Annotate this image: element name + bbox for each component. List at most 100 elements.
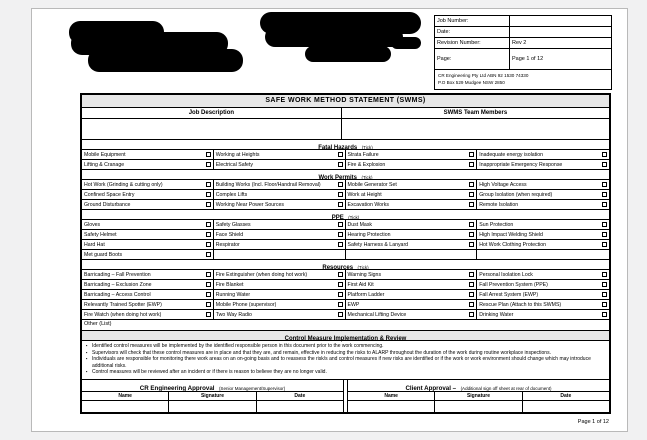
company-name-abn: CR Engineering Pty Ltd ABN 92 1530 74330 [438,73,529,78]
checkbox[interactable] [602,152,607,157]
cr-signature-input[interactable] [169,400,257,412]
checklist-cell: Remote Isolation [477,200,609,209]
ppe-grid: Gloves Safety Glasses Dust Mask Sun Protect… [82,220,609,260]
checkbox[interactable] [205,192,211,197]
signature-column-header: Signature [169,391,257,400]
checkbox[interactable] [469,282,475,287]
checkbox[interactable] [602,192,607,197]
checklist-item-label: Barricading – Access Control [84,291,151,298]
checkbox[interactable] [205,292,211,297]
checkbox[interactable] [337,302,343,307]
checkbox[interactable] [205,152,211,157]
client-date-input[interactable] [523,401,609,412]
checkbox[interactable] [205,312,211,317]
checkbox[interactable] [205,182,211,187]
checkbox[interactable] [205,282,211,287]
checkbox[interactable] [469,222,475,227]
section-header-fatal-hazards: Fatal Hazards (Tick) [82,140,609,151]
checkbox[interactable] [337,272,343,277]
checkbox[interactable] [337,242,343,247]
control-note-text: Supervisors will check that these contro… [92,349,551,356]
checkbox[interactable] [337,182,343,187]
approval-section: CR Engineering Approval (Senior Manageme… [82,379,609,412]
checkbox[interactable] [469,272,475,277]
checkbox[interactable] [602,302,607,307]
client-signature-input[interactable] [435,400,523,412]
checkbox[interactable] [337,222,343,227]
checkbox[interactable] [205,232,211,237]
checkbox[interactable] [205,242,211,247]
checklist-cell: Hot Work (Grinding & cutting only) [82,180,214,189]
checkbox[interactable] [337,162,343,167]
checklist-item-label: Warning Signs [347,271,382,278]
checkbox[interactable] [602,232,607,237]
checkbox[interactable] [602,182,607,187]
checkbox[interactable] [337,152,343,157]
checklist-cell: Fire Blanket [214,280,346,289]
checkbox[interactable] [205,202,211,207]
checkbox[interactable] [337,192,343,197]
checkbox[interactable] [205,222,211,227]
section-header-control-measure: Control Measure Implementation & Review [82,331,609,342]
checkbox[interactable] [602,272,607,277]
checkbox[interactable] [469,312,475,317]
team-members-input[interactable] [342,119,609,139]
checkbox[interactable] [469,202,475,207]
checklist-item-label: First Aid Kit [347,281,374,288]
checkbox[interactable] [205,272,211,277]
checklist-cell: EWP [346,300,478,309]
checklist-cell: Ground Disturbance [82,200,214,209]
checkbox[interactable] [469,232,475,237]
checkbox[interactable] [602,292,607,297]
checklist-cell: Fall Arrest System (EWP) [477,290,609,299]
checkbox[interactable] [205,302,211,307]
checkbox[interactable] [602,312,607,317]
checkbox[interactable] [469,152,475,157]
checklist-item-label: Building Works (Incl. Floor/Handrail Rem… [215,181,321,188]
checklist-item-label: High Impact Welding Shield [479,231,543,238]
checkbox[interactable] [205,252,211,257]
client-name-input[interactable] [348,400,436,412]
checklist-cell: Fire Watch (when doing hot work) [82,310,214,319]
checklist-cell: Strata Failure [346,150,478,159]
checkbox[interactable] [337,292,343,297]
job-header-row: Job Description SWMS Team Members [82,108,609,119]
cr-date-input[interactable] [257,401,343,412]
checklist-cell: Fire Extinguisher (when doing hot work) [214,270,346,279]
checkbox[interactable] [337,312,343,317]
checklist-cell: Fire & Explosion [346,160,478,169]
checkbox[interactable] [337,282,343,287]
checklist-item-label: Work at Height [347,191,382,198]
checkbox[interactable] [469,182,475,187]
section-header-resources: Resources (Tick) [82,260,609,271]
checklist-item-label: Mechanical Lifting Device [347,311,407,318]
checkbox[interactable] [469,192,475,197]
checkbox[interactable] [337,202,343,207]
info-row-page: Page: Page 1 of 12 [435,49,611,70]
checkbox[interactable] [469,302,475,307]
checkbox[interactable] [469,162,475,167]
other-list-input[interactable]: Other (List) [82,320,609,331]
checklist-item-label: Complex Lifts [215,191,248,198]
job-number-label: Job Number: [435,16,510,26]
checkbox[interactable] [205,162,211,167]
checklist-item-label: High Voltage Access [479,181,527,188]
checklist-cell: Relevantly Trained Spotter (EWP) [82,300,214,309]
date-value[interactable] [510,27,611,37]
checkbox[interactable] [337,232,343,237]
cr-name-input[interactable] [82,400,170,412]
checklist-item-label: Running Water [215,291,251,298]
checkbox[interactable] [602,222,607,227]
job-description-input[interactable] [82,119,342,139]
control-measure-notes: ▪ Identified control measures will be im… [82,341,609,380]
job-number-value[interactable] [510,16,611,26]
checkbox[interactable] [602,282,607,287]
checklist-row: Ground Disturbance Working Near Power Sou… [82,200,609,210]
checkbox[interactable] [469,292,475,297]
revision-label: Revision Number: [435,38,510,48]
checkbox[interactable] [602,242,607,247]
control-note: ▪ Individuals are responsible for monito… [86,356,604,369]
checkbox[interactable] [469,242,475,247]
checkbox[interactable] [602,162,607,167]
checkbox[interactable] [602,202,607,207]
